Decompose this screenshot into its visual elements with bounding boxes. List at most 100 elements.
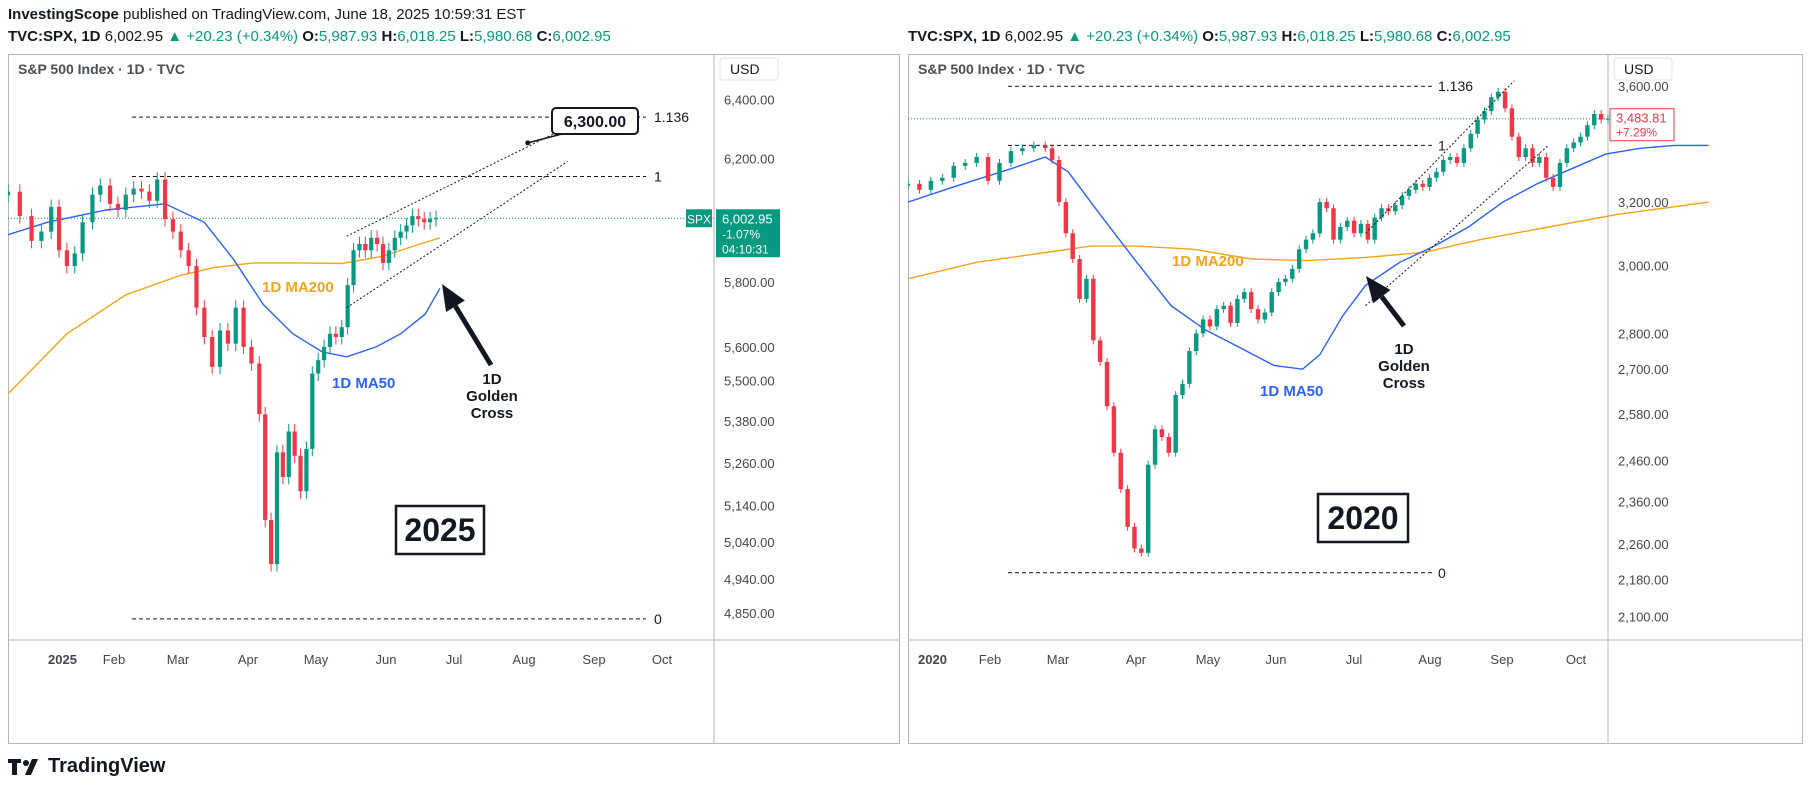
chart-title: S&P 500 Index · 1D · TVC bbox=[18, 61, 185, 77]
candle-body bbox=[386, 250, 391, 263]
candle-body bbox=[1303, 239, 1309, 250]
candle-body bbox=[985, 157, 991, 181]
target-callout-box bbox=[551, 107, 639, 135]
candle-body bbox=[257, 363, 262, 415]
golden-cross-label: 1D bbox=[1394, 341, 1413, 358]
candle-body bbox=[1255, 309, 1261, 320]
ma200-label: 1D MA200 bbox=[262, 279, 334, 296]
candle-body bbox=[1441, 159, 1446, 172]
candle-body bbox=[1104, 361, 1110, 407]
candle-body bbox=[1166, 437, 1171, 453]
candle-body bbox=[1111, 406, 1117, 453]
candle-body bbox=[316, 360, 321, 374]
candle-body bbox=[98, 185, 103, 195]
candle-body bbox=[123, 194, 128, 210]
x-tick-label: Sep bbox=[1490, 652, 1513, 667]
published-text: published on TradingView.com, June 18, 2… bbox=[123, 6, 526, 23]
year-box bbox=[1316, 492, 1410, 544]
symbol-label: TVC:SPX, 1D bbox=[908, 28, 1001, 45]
candle-body bbox=[1324, 202, 1329, 209]
price-tag-change: +7.29% bbox=[1616, 126, 1657, 140]
ma50-label: 1D MA50 bbox=[332, 375, 395, 392]
x-tick-label: May bbox=[1196, 652, 1221, 667]
golden-cross-label: 1D bbox=[482, 371, 501, 388]
panel-frame bbox=[8, 54, 900, 744]
currency-box bbox=[719, 57, 779, 81]
symbol-label: TVC:SPX, 1D bbox=[8, 28, 101, 45]
candle-body bbox=[1351, 220, 1357, 234]
x-tick-label: Oct bbox=[1566, 652, 1587, 667]
high-value: 6,018.25 bbox=[397, 28, 456, 45]
price-tag-price: 3,483.81 bbox=[1616, 111, 1667, 126]
golden-cross-arrow-head bbox=[442, 284, 465, 312]
candle-body bbox=[1159, 429, 1165, 438]
golden-cross-label: Cross bbox=[471, 405, 514, 422]
candle-body bbox=[1248, 292, 1254, 310]
candle-body bbox=[351, 250, 356, 286]
candle-body bbox=[147, 191, 152, 201]
candle-body bbox=[286, 431, 291, 477]
year-label: 2020 bbox=[1327, 500, 1398, 536]
candle-body bbox=[1550, 177, 1556, 187]
candle-body bbox=[1585, 125, 1590, 137]
candle-body bbox=[139, 188, 144, 192]
candle-body bbox=[268, 520, 274, 565]
x-tick-label: Jun bbox=[1266, 652, 1287, 667]
candle-body bbox=[1145, 464, 1151, 553]
candle-body bbox=[304, 448, 309, 492]
candle-body bbox=[1379, 208, 1384, 218]
candle-body bbox=[1605, 118, 1611, 120]
candle-body bbox=[1049, 148, 1055, 160]
candle-body bbox=[345, 285, 350, 328]
candle-body bbox=[292, 431, 297, 456]
high-label: H: bbox=[1281, 28, 1298, 45]
candle-body bbox=[107, 185, 113, 204]
candle-body bbox=[422, 219, 427, 223]
candle-body bbox=[1338, 226, 1343, 240]
candle-body bbox=[974, 157, 979, 163]
candle-body bbox=[1077, 259, 1082, 299]
candle-body bbox=[404, 225, 409, 232]
tradingview-logo-icon bbox=[8, 758, 38, 775]
candle-body bbox=[210, 337, 215, 367]
candle-body bbox=[1063, 202, 1069, 234]
candle-body bbox=[1365, 223, 1371, 240]
candle-body bbox=[202, 307, 207, 338]
candle-body bbox=[1372, 217, 1377, 240]
x-tick-label: Jun bbox=[376, 652, 397, 667]
chart-panel-2025[interactable]: S&P 500 Index · 1D · TVC USD 6,400.00 6,200… bbox=[8, 54, 900, 744]
candle-body bbox=[1509, 108, 1515, 137]
chart-panel-2020[interactable]: S&P 500 Index · 1D · TVC USD 3,600.00 3,200… bbox=[908, 54, 1803, 744]
candle-body bbox=[1056, 159, 1062, 203]
candle-body bbox=[928, 180, 934, 190]
last-price: 6,002.95 bbox=[104, 28, 164, 45]
candle-body bbox=[1537, 157, 1542, 163]
candle-body bbox=[1358, 223, 1364, 234]
candle-body bbox=[1139, 548, 1144, 553]
year-box bbox=[394, 504, 486, 556]
x-tick-label: Mar bbox=[167, 652, 190, 667]
ohlc-bar-left: TVC:SPX, 1D 6,002.95 ▲ +20.23 (+0.34%) O… bbox=[8, 28, 611, 45]
candle-body bbox=[997, 162, 1002, 181]
close-value: 6,002.95 bbox=[552, 28, 611, 45]
publisher-name: InvestingScope bbox=[8, 6, 119, 23]
candle-body bbox=[225, 330, 230, 344]
last-price: 6,002.95 bbox=[1004, 28, 1064, 45]
candle-body bbox=[1461, 148, 1467, 163]
candle-body bbox=[1317, 202, 1322, 234]
ma200-label: 1D MA200 bbox=[1172, 253, 1244, 270]
candle-body bbox=[241, 307, 246, 347]
y-tick-label: 2,100.00 bbox=[1618, 609, 1669, 624]
y-tick-label: 5,800.00 bbox=[724, 275, 775, 290]
price-tag-change: -1.07% bbox=[722, 227, 760, 241]
candle-body bbox=[363, 244, 368, 251]
candle-body bbox=[1564, 148, 1570, 163]
golden-cross-label: Golden bbox=[1378, 358, 1430, 375]
candle-body bbox=[1393, 205, 1398, 212]
tradingview-logo[interactable]: TradingView bbox=[8, 755, 165, 778]
y-tick-label: 5,140.00 bbox=[724, 499, 775, 514]
y-tick-label: 4,850.00 bbox=[724, 606, 775, 621]
y-tick-label: 3,600.00 bbox=[1618, 79, 1669, 94]
x-tick-label: Jul bbox=[1346, 652, 1363, 667]
low-label: L: bbox=[1359, 28, 1374, 45]
